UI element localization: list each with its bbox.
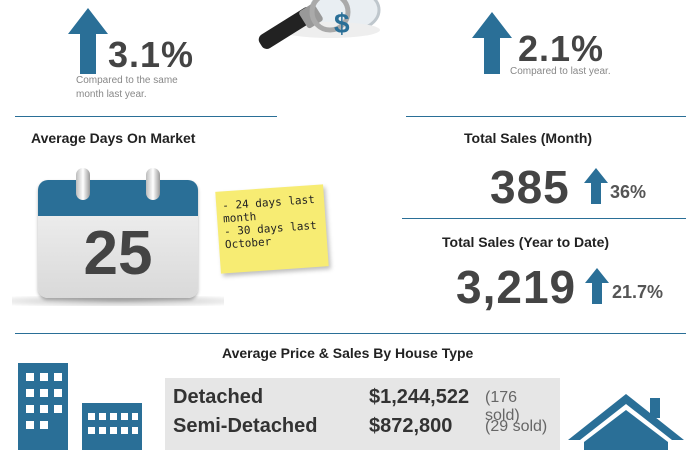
top-left-note-line2: month last year. — [76, 89, 147, 100]
magnifier-icon — [258, 0, 381, 49]
up-arrow-icon — [584, 168, 608, 204]
total-sales-month-value: 385 — [490, 161, 570, 213]
table-row: Detached $1,244,522 (176 sold) — [173, 386, 553, 424]
top-left-note-line1: Compared to the same — [76, 75, 178, 86]
total-sales-ytd-heading: Total Sales (Year to Date) — [442, 234, 610, 250]
house-type-heading: Average Price & Sales By House Type — [222, 345, 474, 361]
divider — [15, 116, 277, 117]
up-arrow-icon — [472, 12, 512, 74]
divider — [15, 333, 686, 334]
days-on-market-heading: Average Days On Market — [31, 130, 196, 146]
top-right-percent: 2.1% — [518, 28, 605, 69]
calendar-number: 25 — [83, 219, 153, 288]
divider — [406, 116, 686, 117]
total-sales-month-heading: Total Sales (Month) — [464, 130, 593, 146]
dollar-icon: $ — [334, 8, 350, 39]
calendar-header — [38, 180, 198, 216]
total-sales-month-change: 36% — [610, 182, 647, 202]
total-sales-ytd-value: 3,219 — [456, 261, 577, 313]
building-icon — [18, 363, 142, 450]
up-arrow-icon — [585, 268, 609, 304]
up-arrow-icon — [68, 8, 108, 74]
calendar-shadow — [12, 296, 224, 306]
top-left-percent: 3.1% — [108, 34, 195, 75]
total-sales-ytd-change: 21.7% — [612, 282, 664, 302]
house-type-table: Detached $1,244,522 (176 sold) Semi-Deta… — [165, 378, 560, 450]
calendar-ring — [76, 168, 90, 200]
calendar-icon: 25 — [12, 168, 224, 306]
house-type-price: $1,244,522 — [369, 386, 470, 408]
house-type-price: $872,800 — [369, 415, 453, 437]
house-icon — [568, 394, 684, 450]
house-type-name: Semi-Detached — [173, 415, 318, 437]
table-row: Semi-Detached $872,800 (29 sold) — [173, 415, 553, 443]
sticky-note-icon: - 24 days last month - 30 days last Octo… — [215, 184, 329, 274]
house-type-sold: (176 sold) — [485, 389, 520, 424]
calendar-ring — [146, 168, 160, 200]
top-left-note: Compared to the same month last year. — [76, 74, 178, 102]
house-type-name: Detached — [173, 386, 264, 408]
top-right-note: Compared to last year. — [510, 66, 611, 77]
house-type-sold: (29 sold) — [485, 418, 548, 435]
divider — [402, 218, 686, 219]
